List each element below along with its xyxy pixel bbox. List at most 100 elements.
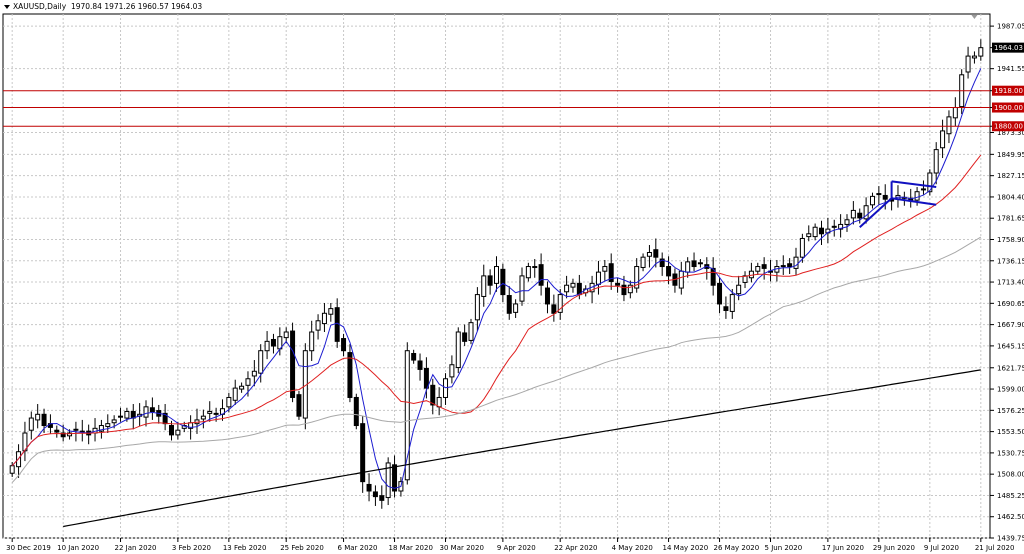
- candle-body: [169, 425, 174, 436]
- current-price-badge: [992, 42, 1024, 53]
- candle-body: [557, 294, 563, 313]
- candle-body: [799, 237, 805, 258]
- y-tick-label: 1667.90: [997, 321, 1024, 329]
- candle-body: [28, 417, 34, 431]
- candle-body: [372, 491, 378, 498]
- x-tick-label: 9 Jul 2020: [924, 544, 959, 552]
- candle-body: [143, 406, 149, 418]
- ma-long-line: [63, 369, 981, 528]
- candle-body: [283, 331, 289, 339]
- candle-body: [9, 465, 15, 474]
- y-tick-label: 1781.65: [997, 215, 1024, 223]
- candle-body: [73, 428, 79, 431]
- candle-body: [678, 270, 684, 289]
- header-dropdown-icon[interactable]: [4, 5, 10, 9]
- candle-body: [417, 360, 423, 370]
- candle-body: [933, 149, 939, 174]
- ma-mid-line: [11, 154, 982, 467]
- candle-body: [532, 266, 538, 269]
- candle-body: [258, 350, 264, 374]
- x-tick-label: 30 Dec 2019: [6, 544, 51, 552]
- y-tick-label: 1621.75: [997, 364, 1024, 372]
- candle-body: [627, 284, 633, 294]
- candle-body: [570, 282, 576, 288]
- x-tick-label: 21 Jul 2020: [975, 544, 1015, 552]
- candle-body: [309, 331, 315, 352]
- candle-body: [481, 275, 487, 297]
- candle-body: [927, 172, 933, 193]
- candle-body: [697, 262, 703, 265]
- candle-body: [920, 188, 926, 191]
- candle-body: [819, 227, 824, 235]
- y-tick-label: 1873.30: [997, 129, 1024, 137]
- candle-body: [264, 340, 270, 352]
- candle-body: [544, 287, 550, 305]
- candle-body: [940, 130, 946, 149]
- x-tick-label: 17 Jun 2020: [822, 544, 864, 552]
- y-tick-label: 1713.40: [997, 279, 1024, 287]
- x-tick-label: 6 Mar 2020: [338, 544, 378, 552]
- candle-body: [200, 415, 206, 420]
- candle-body: [347, 352, 353, 398]
- y-tick-label: 1576.25: [997, 407, 1024, 415]
- candle-body: [366, 483, 372, 492]
- candle-body: [653, 249, 659, 258]
- candle-body: [341, 338, 347, 352]
- candle-body: [360, 423, 366, 483]
- flag-top-line: [891, 180, 937, 189]
- ohlc-readout: 1970.84 1971.26 1960.57 1964.03: [70, 2, 203, 11]
- x-tick-label: 4 May 2020: [612, 544, 653, 552]
- candle-body: [640, 256, 646, 268]
- candle-body: [863, 205, 869, 220]
- x-tick-label: 22 Apr 2020: [554, 544, 597, 552]
- candle-body: [717, 282, 723, 305]
- candle-body: [67, 432, 73, 437]
- x-tick-label: 9 Apr 2020: [497, 544, 536, 552]
- x-tick-label: 25 Feb 2020: [280, 544, 324, 552]
- y-tick-label: 1987.05: [997, 23, 1024, 31]
- candle-body: [124, 411, 130, 419]
- level-badge-label: 1900.00: [994, 104, 1023, 112]
- y-tick-label: 1827.15: [997, 172, 1024, 180]
- candle-body: [857, 212, 863, 219]
- candle-body: [60, 432, 66, 438]
- candle-body: [538, 264, 544, 286]
- candle-body: [723, 306, 729, 311]
- candle-body: [455, 331, 461, 369]
- y-tick-label: 1645.15: [997, 342, 1024, 350]
- candle-body: [971, 55, 977, 59]
- candle-body: [226, 396, 232, 408]
- candle-body: [615, 282, 621, 286]
- y-tick-label: 1941.55: [997, 65, 1024, 73]
- level-badge: [992, 121, 1024, 132]
- chart-shift-marker-icon: [971, 15, 978, 19]
- candle-body: [239, 385, 245, 390]
- candle-body: [474, 294, 480, 321]
- candle-body: [806, 233, 812, 238]
- ma-slow-line: [11, 236, 982, 483]
- candle-body: [175, 429, 181, 436]
- candle-body: [315, 320, 321, 331]
- candle-body: [519, 275, 525, 302]
- ma-fast-line: [11, 68, 982, 489]
- candle-body: [838, 223, 844, 230]
- level-badge: [992, 102, 1024, 113]
- candle-body: [392, 464, 398, 492]
- candle-body: [379, 495, 385, 501]
- flag-bottom-line: [891, 197, 937, 206]
- candle-body: [608, 263, 614, 282]
- candle-body: [54, 429, 60, 433]
- candle-body: [207, 411, 213, 414]
- candle-body: [831, 225, 837, 228]
- x-tick-label: 13 Feb 2020: [223, 544, 267, 552]
- x-tick-label: 29 Jun 2020: [873, 544, 915, 552]
- level-badge-label: 1880.00: [994, 123, 1023, 131]
- x-tick-label: 14 May 2020: [663, 544, 709, 552]
- candle-body: [321, 312, 327, 325]
- y-tick-label: 1736.15: [997, 257, 1024, 265]
- candle-body: [787, 263, 793, 268]
- candle-body: [513, 303, 519, 313]
- candle-body: [850, 209, 856, 219]
- candle-body: [659, 258, 665, 268]
